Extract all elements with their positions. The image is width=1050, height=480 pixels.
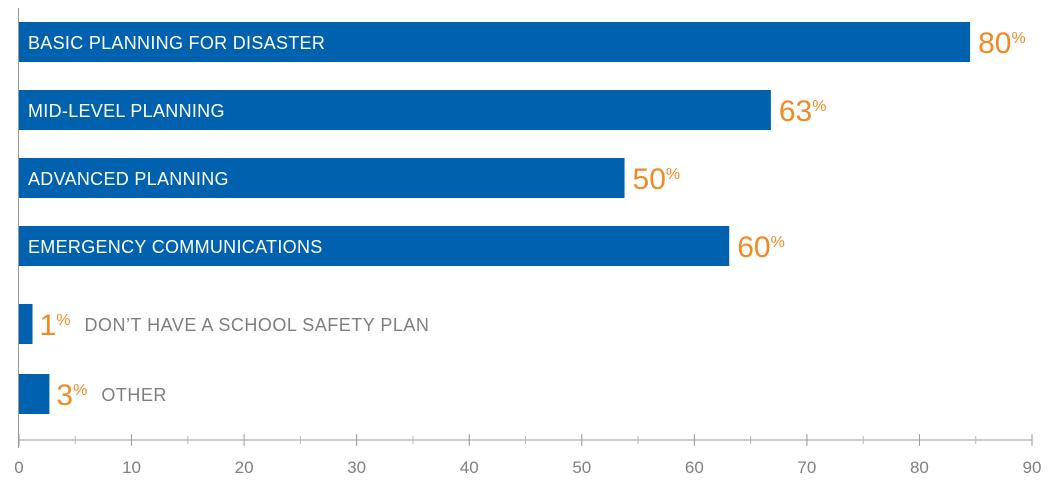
percent-sign: % [1011, 30, 1025, 47]
x-tick-label: 70 [797, 458, 816, 477]
value-label: 3% [56, 379, 87, 412]
x-axis: 0 10 20 30 40 50 60 70 80 90 [14, 8, 1041, 477]
percent-sign: % [666, 166, 680, 183]
percent-sign: % [812, 98, 826, 115]
value-label: 50% [633, 163, 681, 196]
bar [19, 374, 50, 414]
percent-sign: % [56, 312, 70, 329]
bar [19, 158, 625, 198]
bar [19, 90, 771, 130]
x-tick-label: 10 [122, 458, 141, 477]
x-tick-label: 20 [235, 458, 254, 477]
bar-label: OTHER [101, 385, 167, 405]
x-tick-label: 60 [685, 458, 704, 477]
x-tick-label: 80 [910, 458, 929, 477]
x-tick-label: 0 [14, 458, 23, 477]
bar [19, 226, 730, 266]
value-label: 63% [779, 95, 827, 128]
bar [19, 22, 971, 62]
value-label: 80% [978, 27, 1026, 60]
value-label: 60% [737, 231, 785, 264]
value-label: 1% [40, 309, 71, 342]
bar-label: ADVANCED PLANNING [28, 169, 229, 189]
bar [19, 304, 33, 344]
x-tick-label: 50 [572, 458, 591, 477]
x-tick-label: 30 [347, 458, 366, 477]
bar-label: BASIC PLANNING FOR DISASTER [28, 33, 325, 53]
x-tick-label: 90 [1023, 458, 1042, 477]
bar-label: DON’T HAVE A SCHOOL SAFETY PLAN [85, 315, 430, 335]
bar-label: MID-LEVEL PLANNING [28, 101, 225, 121]
x-tick-label: 40 [460, 458, 479, 477]
bars-layer: BASIC PLANNING FOR DISASTER 80% MID-LEVEL … [19, 22, 1026, 414]
percent-sign: % [73, 382, 87, 399]
bar-label: EMERGENCY COMMUNICATIONS [28, 237, 323, 257]
percent-sign: % [771, 234, 785, 251]
